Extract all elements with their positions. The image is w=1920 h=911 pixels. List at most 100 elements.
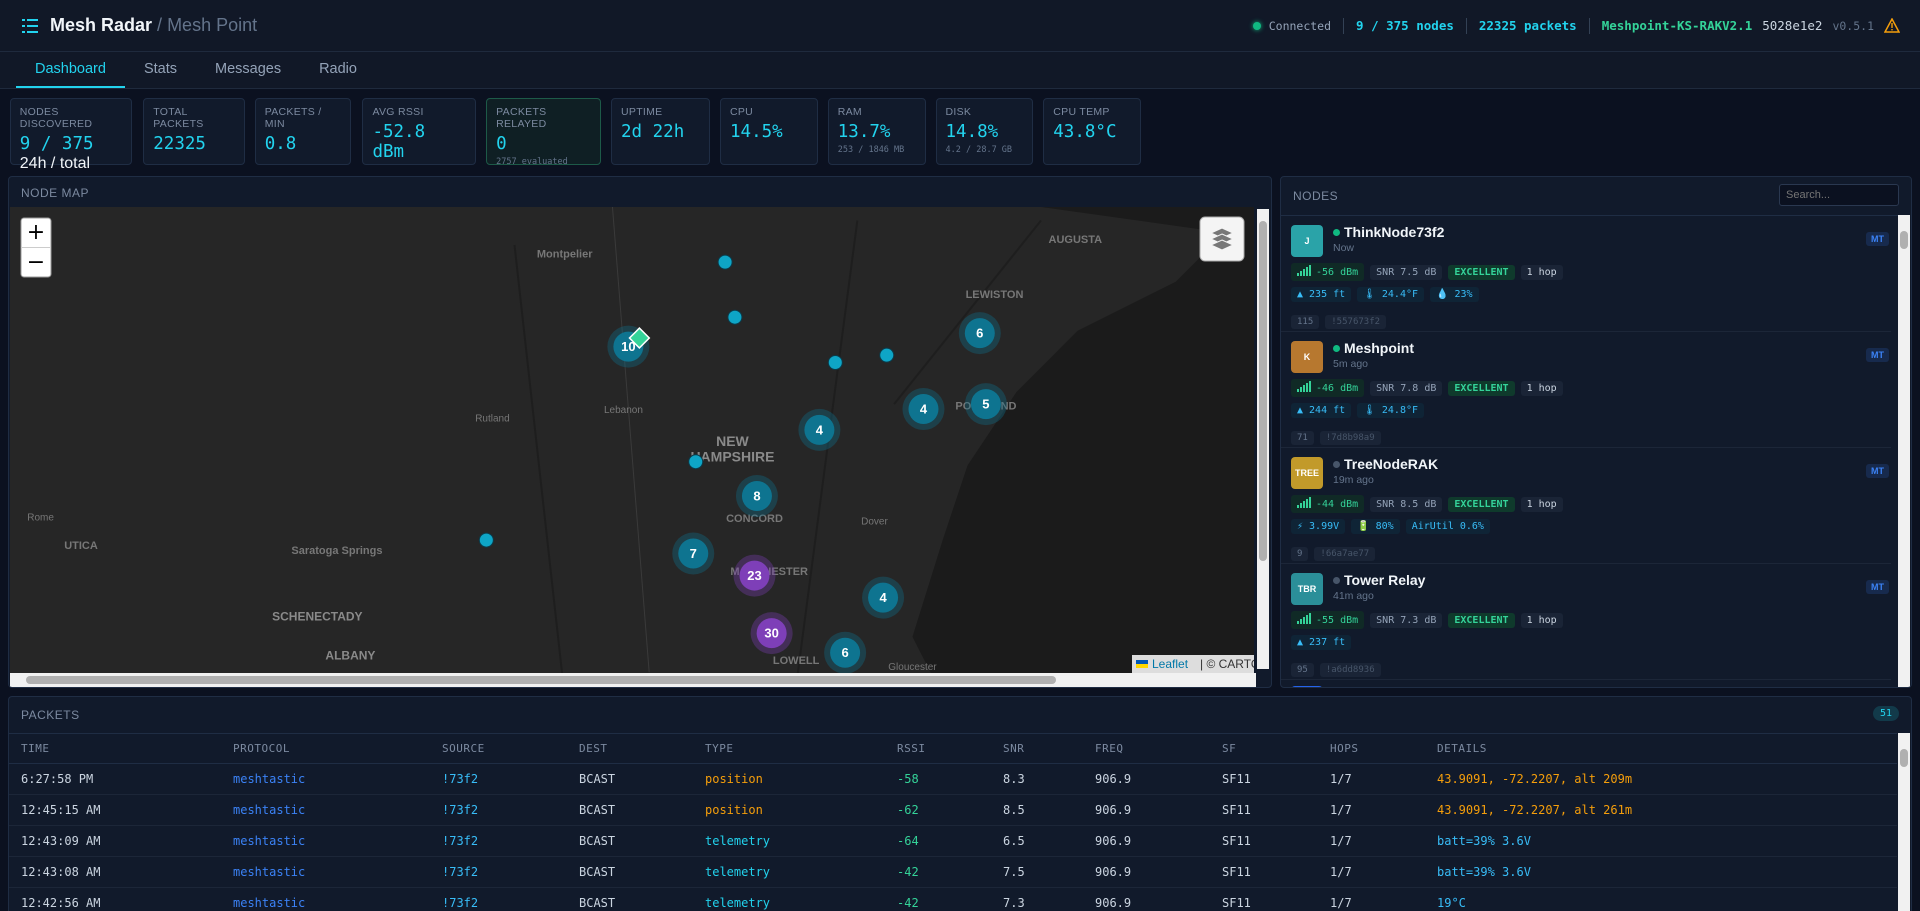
- stat-label: AVG RSSI: [372, 106, 424, 118]
- nodes-panel: NODES J ThinkNode73f2 Now MT -56 dBm SNR 7.5 …: [1280, 176, 1912, 688]
- column-header: FREQ: [1095, 742, 1124, 755]
- id-row: 115 !557673f2: [1291, 309, 1392, 329]
- id-row: 95 !a6dd8936: [1291, 657, 1387, 677]
- tab[interactable]: Radio: [319, 61, 357, 77]
- packet-cell: 1/7: [1330, 834, 1352, 848]
- cluster-marker[interactable]: 6: [824, 631, 867, 673]
- vertical-scrollbar: [1898, 733, 1910, 911]
- node-card[interactable]: TREE TreeNodeRAK 19m ago MT -44 dBm SNR 8.5 d…: [1281, 448, 1891, 564]
- cluster-marker[interactable]: 7: [672, 532, 715, 575]
- telemetry-chip: 💧 23%: [1430, 287, 1479, 302]
- telemetry-chip: AirUtil 0.6%: [1405, 519, 1490, 534]
- packet-cell: meshtastic: [233, 803, 306, 817]
- cluster-marker[interactable]: 23: [733, 554, 776, 597]
- packet-cell: 43.9091, -72.2207, alt 261m: [1437, 803, 1633, 817]
- packet-row[interactable]: 12:45:15 AM meshtastic !73f2 BCAST position -…: [9, 795, 1897, 826]
- node-marker[interactable]: [879, 347, 895, 363]
- node-marker[interactable]: [688, 454, 704, 470]
- packet-cell: 12:43:08 AM: [21, 865, 101, 879]
- packet-row[interactable]: 12:43:09 AM meshtastic !73f2 BCAST telemetry…: [9, 826, 1897, 857]
- place-label: ALBANY: [325, 649, 375, 663]
- signal-bars: [1297, 613, 1312, 627]
- cluster-marker[interactable]: 30: [750, 612, 793, 655]
- packet-cell: 906.9: [1095, 834, 1132, 848]
- packet-cell: SF11: [1222, 803, 1251, 817]
- column-header: TYPE: [705, 742, 734, 755]
- node-marker[interactable]: [827, 355, 843, 371]
- map-panel: NODE MAP Montpelier AUGUSTA LEWISTON Rutlan…: [8, 176, 1272, 688]
- cluster-count: 30: [764, 626, 778, 641]
- cluster-body: [830, 637, 861, 668]
- cluster-marker[interactable]: 4: [862, 576, 905, 619]
- cluster-marker[interactable]: 8: [735, 474, 778, 517]
- cluster-count: 8: [753, 488, 760, 503]
- attribution-link[interactable]: Leaflet: [1152, 657, 1189, 671]
- node-name: TreeNodeRAK: [1344, 456, 1439, 472]
- node-name: Tower Relay: [1344, 572, 1426, 588]
- cluster-marker[interactable]: 5: [964, 383, 1007, 426]
- snr: SNR 7.3 dB: [1370, 613, 1443, 628]
- node-marker[interactable]: [727, 309, 743, 325]
- packet-row[interactable]: 12:43:08 AM meshtastic !73f2 BCAST telemetry…: [9, 857, 1897, 888]
- place-label: Montpelier: [537, 249, 593, 261]
- node-avatar: [1291, 686, 1323, 687]
- signal-row: -55 dBm SNR 7.3 dB EXCELLENT 1 hop: [1291, 608, 1569, 629]
- signal-bar: [1306, 615, 1308, 624]
- packet-cell: meshtastic: [233, 834, 306, 848]
- tab[interactable]: Dashboard: [16, 52, 125, 88]
- warning-icon[interactable]: [1884, 18, 1900, 33]
- packet-cell: telemetry: [705, 834, 771, 848]
- vertical-scrollbar: [1257, 209, 1269, 669]
- home-marker[interactable]: [628, 327, 651, 349]
- cluster-marker[interactable]: 6: [958, 312, 1001, 355]
- packets-table: TIME PROTOCOL SOURCE DEST TYPE RSSI SNR FREQ SF H…: [9, 733, 1897, 911]
- divider: [1588, 17, 1590, 34]
- divider: [1343, 17, 1345, 34]
- signal-bar: [1300, 387, 1302, 392]
- zoom-in[interactable]: +: [27, 220, 45, 245]
- cluster-count: 6: [976, 326, 983, 341]
- packet-row[interactable]: 6:27:58 PM meshtastic !73f2 BCAST position -5…: [9, 764, 1897, 795]
- tab[interactable]: Stats: [143, 61, 177, 77]
- node-marker[interactable]: [478, 532, 494, 548]
- stat-label: TOTAL PACKETS: [153, 106, 204, 130]
- tab[interactable]: Messages: [214, 61, 282, 77]
- extras-row: ⚡ 3.99V 🔋 80% AirUtil 0.6%: [1291, 514, 1496, 534]
- packet-cell: BCAST: [579, 772, 616, 786]
- map[interactable]: Montpelier AUGUSTA LEWISTON Rutland Lebanon N…: [10, 207, 1254, 673]
- rssi-value: -44 dBm: [1316, 499, 1359, 510]
- status: Connected: [1268, 18, 1332, 33]
- cluster-marker[interactable]: 4: [798, 408, 841, 451]
- cluster-count: 4: [920, 401, 928, 416]
- signal-row: -56 dBm SNR 7.5 dB EXCELLENT 1 hop: [1291, 260, 1569, 281]
- cluster-marker[interactable]: 4: [902, 388, 945, 431]
- node-id: !7d8b98a9: [1319, 431, 1381, 445]
- menu-icon[interactable]: [20, 16, 40, 36]
- packet-row[interactable]: 12:42:56 AM meshtastic !73f2 BCAST telemetry…: [9, 888, 1897, 911]
- node-marker[interactable]: [717, 254, 733, 270]
- signal-bar: [1309, 613, 1311, 624]
- node-card[interactable]: K Meshpoint 5m ago MT -46 dBm SNR 7.8 dB EXCEL…: [1281, 332, 1891, 448]
- packet-cell: SF11: [1222, 772, 1251, 786]
- stat-value: 43.8°C: [1053, 122, 1117, 142]
- packet-cell: SF11: [1222, 834, 1251, 848]
- node-num: 95: [1291, 663, 1314, 677]
- hops: 1 hop: [1520, 381, 1563, 396]
- hops: 1 hop: [1520, 265, 1563, 280]
- search-input[interactable]: [1779, 184, 1899, 206]
- node-num: 115: [1291, 315, 1320, 329]
- packet-cell: BCAST: [579, 896, 616, 910]
- stat-sub: 4.2 / 28.7 GB: [945, 145, 1013, 155]
- stat-value: -52.8 dBm: [372, 122, 426, 162]
- place-label: HAMPSHIRE: [690, 449, 774, 465]
- snr: SNR 8.5 dB: [1370, 497, 1443, 512]
- zoom-out[interactable]: −: [27, 250, 45, 275]
- device: Meshpoint-KS-RAKV2.1: [1601, 18, 1753, 33]
- node-card[interactable]: TBR Tower Relay 41m ago MT -55 dBm SNR 7.3 dB…: [1281, 564, 1891, 680]
- place-label: Lebanon: [604, 405, 643, 416]
- rssi: -44 dBm: [1291, 495, 1365, 513]
- packets-count: 22325 packets: [1478, 18, 1577, 33]
- node-card[interactable]: J ThinkNode73f2 Now MT -56 dBm SNR 7.5 dB EXCE…: [1281, 216, 1891, 332]
- header: Mesh Radar / Mesh Point Connected 9 / 37…: [0, 0, 1920, 52]
- divider: [1465, 17, 1467, 34]
